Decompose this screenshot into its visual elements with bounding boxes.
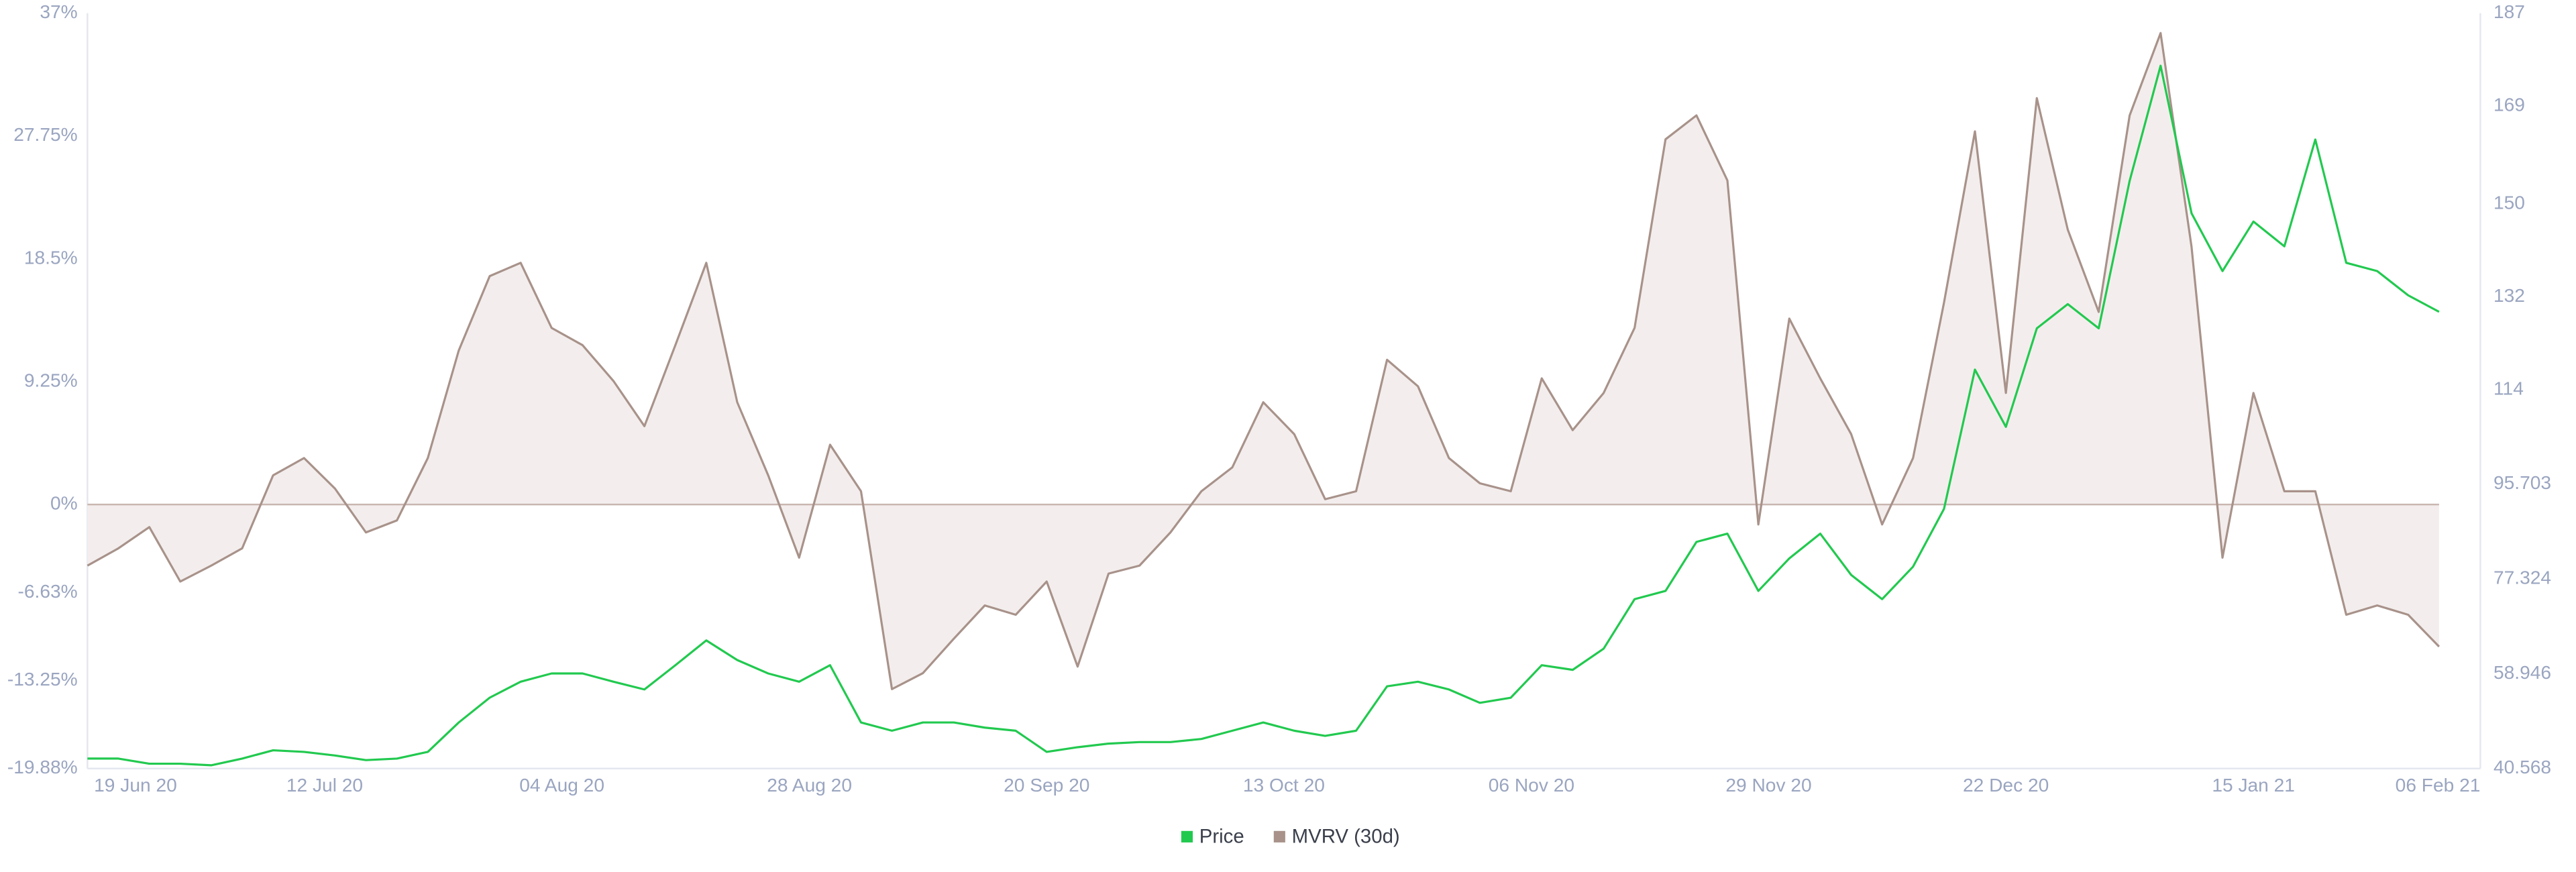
x-tick-label: 04 Aug 20 [519, 775, 604, 796]
y-tick-label: -13.25% [7, 669, 78, 690]
y2-tick-label: 95.703 [2493, 472, 2551, 493]
y2-tick-label: 77.324 [2493, 567, 2551, 588]
y2-tick-label: 169 [2493, 94, 2525, 115]
y-tick-label: -6.63% [17, 581, 77, 602]
legend-label[interactable]: MVRV (30d) [1292, 825, 1400, 847]
x-tick-label: 06 Feb 21 [2396, 775, 2481, 796]
legend-swatch[interactable] [1273, 830, 1285, 842]
y2-tick-label: 132 [2493, 285, 2525, 306]
x-tick-label: 12 Jul 20 [286, 775, 363, 796]
legend-label[interactable]: Price [1199, 825, 1244, 847]
y-tick-label: 18.5% [24, 247, 78, 268]
y-tick-label: 27.75% [13, 124, 77, 145]
x-tick-label: 20 Sep 20 [1004, 775, 1089, 796]
legend-swatch[interactable] [1181, 830, 1193, 842]
x-tick-label: 22 Dec 20 [1963, 775, 2049, 796]
y-tick-label: -19.88% [7, 757, 78, 777]
x-tick-label: 06 Nov 20 [1489, 775, 1574, 796]
y2-tick-label: 58.946 [2493, 662, 2551, 683]
y2-tick-label: 40.568 [2493, 757, 2551, 777]
series-line [87, 64, 2440, 767]
y2-tick-label: 114 [2493, 378, 2524, 398]
y-tick-label: 0% [50, 493, 78, 514]
series-line [87, 32, 2440, 690]
area-fill [87, 33, 2439, 690]
y2-tick-label: 187 [2493, 1, 2525, 22]
x-tick-label: 29 Nov 20 [1725, 775, 1811, 796]
x-tick-label: 19 Jun 20 [94, 775, 177, 796]
y2-tick-label: 150 [2493, 193, 2525, 213]
x-tick-label: 28 Aug 20 [767, 775, 852, 796]
x-tick-label: 15 Jan 21 [2212, 775, 2295, 796]
x-tick-label: 13 Oct 20 [1243, 775, 1325, 796]
y-tick-label: 9.25% [24, 370, 78, 390]
y-tick-label: 37% [40, 1, 77, 22]
